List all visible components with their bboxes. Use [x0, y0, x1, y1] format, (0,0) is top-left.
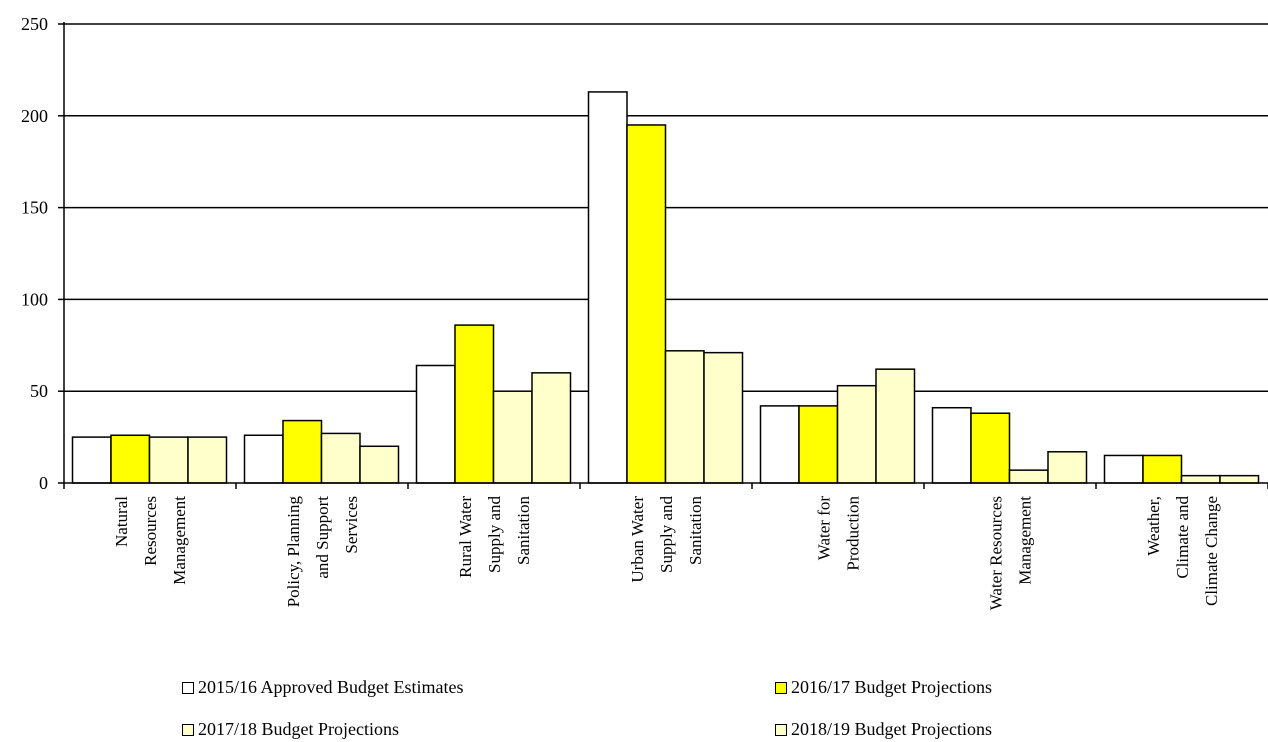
category-label-line: Weather,: [1144, 496, 1163, 556]
bar: [1142, 454, 1183, 484]
category-label-line: Climate Change: [1202, 496, 1221, 606]
bar: [1180, 474, 1221, 484]
category-label-line: Rural Water: [456, 496, 475, 578]
bar: [71, 436, 112, 484]
bar: [454, 324, 495, 484]
bar: [415, 364, 456, 484]
bar: [703, 351, 744, 484]
category-label: Policy, Planning and Support Services: [284, 496, 361, 608]
bar: [531, 372, 572, 484]
bar: [148, 436, 189, 484]
y-tick-label: 50: [30, 381, 48, 401]
bar: [1008, 469, 1049, 484]
category-label-line: Sanitation: [686, 496, 705, 565]
category-label: Water Resources Management: [987, 496, 1035, 611]
bar: [626, 124, 667, 484]
y-tick-label: 150: [21, 198, 48, 218]
category-label: Rural Water Supply and Sanitation: [456, 496, 533, 578]
category-label: Urban Water Supply and Sanitation: [628, 496, 705, 583]
bar: [282, 419, 323, 484]
category-label-line: and Support: [313, 496, 332, 579]
category-label-line: Production: [844, 496, 863, 571]
category-label: Natural Resources Management: [112, 496, 189, 585]
bar: [320, 432, 361, 484]
category-label-line: Supply and: [485, 496, 504, 573]
bar: [970, 412, 1011, 484]
bar: [759, 405, 800, 484]
category-label: Water for Production: [815, 496, 863, 571]
category-label-line: Water for: [815, 496, 834, 561]
category-label-line: Resources: [141, 496, 160, 566]
bar: [1047, 451, 1088, 484]
bar: [359, 445, 400, 484]
bar: [110, 434, 151, 484]
category-label-line: Climate and: [1173, 496, 1192, 579]
category-label: Weather, Climate and Climate Change: [1144, 496, 1221, 607]
category-label-line: Urban Water: [628, 496, 647, 583]
y-tick-label: 250: [21, 14, 48, 34]
bar: [243, 434, 284, 484]
bar: [931, 406, 972, 484]
y-axis-ticks: 0 50 100 150 200 250: [21, 14, 64, 493]
bar: [875, 368, 916, 484]
category-label-line: Supply and: [657, 496, 676, 573]
category-label-line: Sanitation: [514, 496, 533, 565]
category-label-line: Water Resources: [987, 496, 1006, 610]
bar: [664, 350, 705, 484]
y-tick-label: 200: [21, 106, 48, 126]
bar: [1219, 474, 1260, 484]
category-label-line: Services: [342, 496, 361, 554]
y-tick-label: 100: [21, 289, 48, 309]
bar: [836, 384, 877, 484]
category-labels: Natural Resources Management Policy, Planni…: [112, 496, 1221, 611]
category-label-line: Management: [1016, 496, 1035, 585]
category-label-line: Policy, Planning: [284, 496, 303, 608]
bar: [587, 91, 628, 484]
bar: [187, 436, 228, 484]
bar: [798, 405, 839, 484]
bars: [71, 91, 1260, 484]
category-label-line: Management: [170, 496, 189, 585]
y-tick-label: 0: [39, 473, 48, 493]
bar: [492, 390, 533, 484]
bar: [1103, 454, 1144, 484]
axes: [63, 22, 1268, 489]
category-label-line: Natural: [112, 496, 131, 547]
